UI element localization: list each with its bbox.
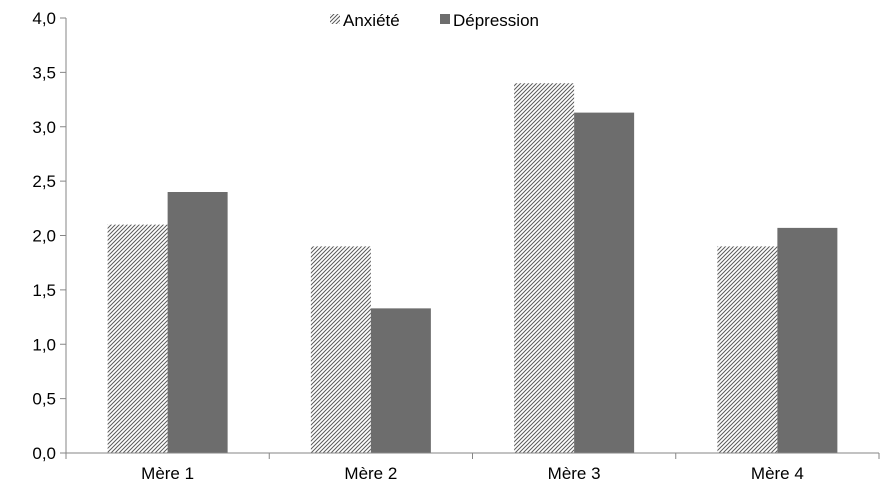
y-tick-label: 4,0 <box>32 9 56 28</box>
y-tick-label: 1,0 <box>32 335 56 354</box>
x-tick-label: Mère 3 <box>548 464 601 483</box>
y-tick-label: 2,0 <box>32 227 56 246</box>
y-tick-label: 2,5 <box>32 172 56 191</box>
legend-swatch-anxiete <box>330 14 340 24</box>
y-tick-label: 0,0 <box>32 444 56 463</box>
bar-anxiete-4 <box>717 246 778 453</box>
bar-depression-2 <box>370 308 431 453</box>
x-tick-label: Mère 4 <box>751 464 804 483</box>
x-tick-label: Mère 2 <box>344 464 397 483</box>
bar-anxiete-3 <box>514 83 575 453</box>
y-tick-label: 0,5 <box>32 390 56 409</box>
y-tick-label: 3,5 <box>32 63 56 82</box>
bar-depression-1 <box>167 192 228 453</box>
bar-anxiete-2 <box>310 246 371 453</box>
plot-area: Mère 1 Mère 2 Mère 3 Mère 4 0,0 0,5 1,0 1,5 2,0 2… <box>32 9 880 483</box>
y-tick-label: 3,0 <box>32 118 56 137</box>
bar-depression-4 <box>777 227 838 453</box>
bar-anxiete-1 <box>107 224 168 453</box>
legend: Anxiété Dépression <box>330 11 539 30</box>
legend-label-depression: Dépression <box>453 11 539 30</box>
legend-label-anxiete: Anxiété <box>343 11 400 30</box>
legend-swatch-depression <box>440 14 450 24</box>
x-tick-label: Mère 1 <box>141 464 194 483</box>
bar-depression-3 <box>574 112 635 454</box>
y-tick-label: 1,5 <box>32 281 56 300</box>
